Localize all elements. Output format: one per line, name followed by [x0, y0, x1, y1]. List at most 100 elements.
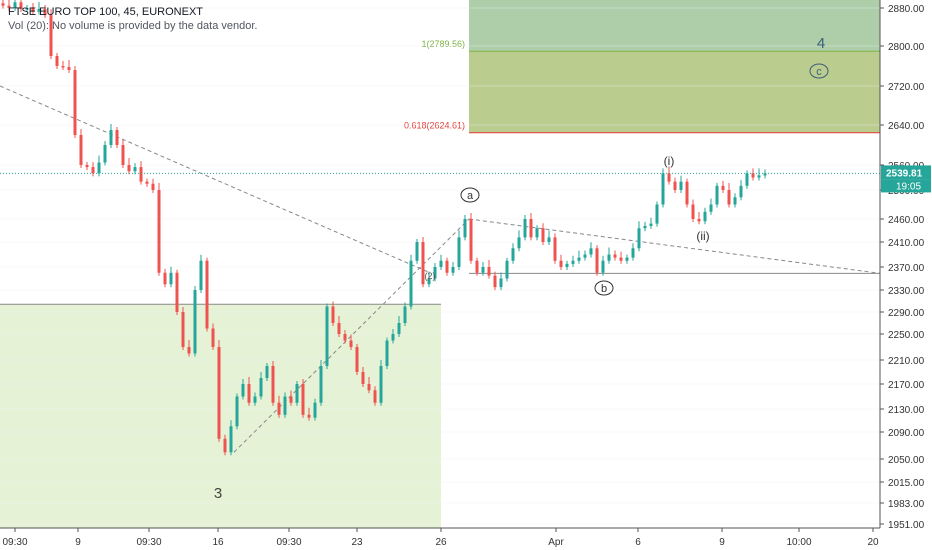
candle-body [187, 347, 191, 354]
candle-body [481, 267, 485, 273]
price-tick-label-15: 2090.00 [888, 428, 925, 439]
candle-body [247, 384, 251, 403]
candle-body [427, 278, 431, 285]
candle-body [691, 204, 695, 219]
candle-body [727, 190, 731, 205]
candle-body [193, 290, 197, 354]
price-tick-label-3: 2640.00 [888, 121, 925, 132]
candle-body [211, 328, 215, 347]
candle-body [97, 162, 101, 174]
candle-body [283, 396, 287, 415]
candle-body [463, 219, 467, 238]
candle-body [655, 204, 659, 224]
candle-body [25, 8, 29, 10]
candle-body [715, 185, 719, 205]
candle-body [121, 145, 125, 165]
time-tick-label-7: Apr [548, 537, 564, 548]
candle-body [361, 372, 365, 384]
candle-body [133, 167, 137, 172]
time-tick-label-2: 09:30 [136, 537, 161, 548]
time-tick-label-10: 10:00 [786, 537, 811, 548]
price-tick-label-17: 2015.00 [888, 478, 925, 489]
candle-body [163, 272, 167, 285]
wave-label-i: (i) [664, 154, 675, 168]
candle-body [271, 366, 275, 403]
candle-body [457, 237, 461, 267]
candle-body [721, 185, 725, 190]
wave-label-ii: (ii) [696, 229, 709, 243]
price-tick-label-1: 2800.00 [888, 42, 925, 53]
candle-body [451, 267, 455, 273]
candle-body [673, 181, 677, 190]
candle-body [613, 254, 617, 258]
trendline-channel [468, 218, 881, 274]
candle-body [349, 340, 353, 347]
candle-body [259, 378, 263, 397]
candle-body [565, 263, 569, 267]
candle-body [79, 135, 83, 165]
candle-body [475, 260, 479, 273]
candle-body [571, 260, 575, 264]
candle-body [217, 347, 221, 439]
time-tick-label-5: 23 [351, 537, 363, 548]
candle-body [109, 130, 113, 145]
time-tick-label-4: 09:30 [276, 537, 301, 548]
price-axis-bg [880, 0, 932, 550]
candle-body [181, 312, 185, 347]
candle-body [541, 228, 545, 242]
price-tick-label-14: 2130.00 [888, 405, 925, 416]
candle-body [295, 384, 299, 403]
candle-body [61, 66, 65, 68]
candle-body [265, 366, 269, 378]
candle-body [151, 183, 155, 190]
candle-body [367, 384, 371, 391]
chart-title: FTSE EURO TOP 100, 45, EURONEXT [8, 6, 204, 18]
time-tick-label-6: 26 [435, 537, 447, 548]
zone-fib-band [469, 51, 880, 133]
candle-body [601, 260, 605, 273]
candle-body [205, 260, 209, 329]
candle-body [403, 306, 407, 323]
candle-body [589, 248, 593, 255]
candle-body [703, 211, 707, 222]
candle-body [763, 173, 767, 176]
candle-body [319, 366, 323, 403]
candle-body [643, 225, 647, 229]
last-price-label: 2539.81 [886, 168, 923, 179]
candle-body [631, 248, 635, 258]
candle-body [409, 260, 413, 307]
candle-body [607, 254, 611, 261]
candle-body [667, 173, 671, 182]
candle-body [505, 260, 509, 279]
candle-body [469, 219, 473, 261]
candle-body [697, 219, 701, 222]
candle-body [661, 173, 665, 205]
candle-body [157, 190, 161, 273]
wave-label-4: 4 [817, 35, 825, 52]
candle-body [343, 334, 347, 341]
time-tick-label-8: 6 [635, 537, 641, 548]
price-tick-label-2: 2720.00 [888, 82, 925, 93]
time-tick-label-1: 9 [75, 537, 81, 548]
wave-label-3: 3 [214, 485, 222, 502]
candle-body [391, 334, 395, 341]
candle-body [355, 347, 359, 372]
price-tick-label-19: 1951.00 [888, 520, 925, 531]
time-tick-label-3: 16 [212, 537, 224, 548]
candle-body [37, 8, 41, 12]
price-tick-label-8: 2370.00 [888, 263, 925, 274]
candle-body [1, 3, 5, 6]
candle-body [85, 165, 89, 168]
fib-label-1: 0.618(2624.61) [404, 121, 465, 131]
candle-body [145, 181, 149, 184]
candle-body [253, 396, 257, 403]
candle-body [7, 5, 11, 8]
candle-body [757, 175, 761, 178]
candle-body [175, 272, 179, 312]
candle-body [745, 173, 749, 186]
candle-body [373, 390, 377, 403]
price-tick-label-10: 2290.00 [888, 308, 925, 319]
candle-body [241, 384, 245, 397]
candle-body [91, 167, 95, 174]
